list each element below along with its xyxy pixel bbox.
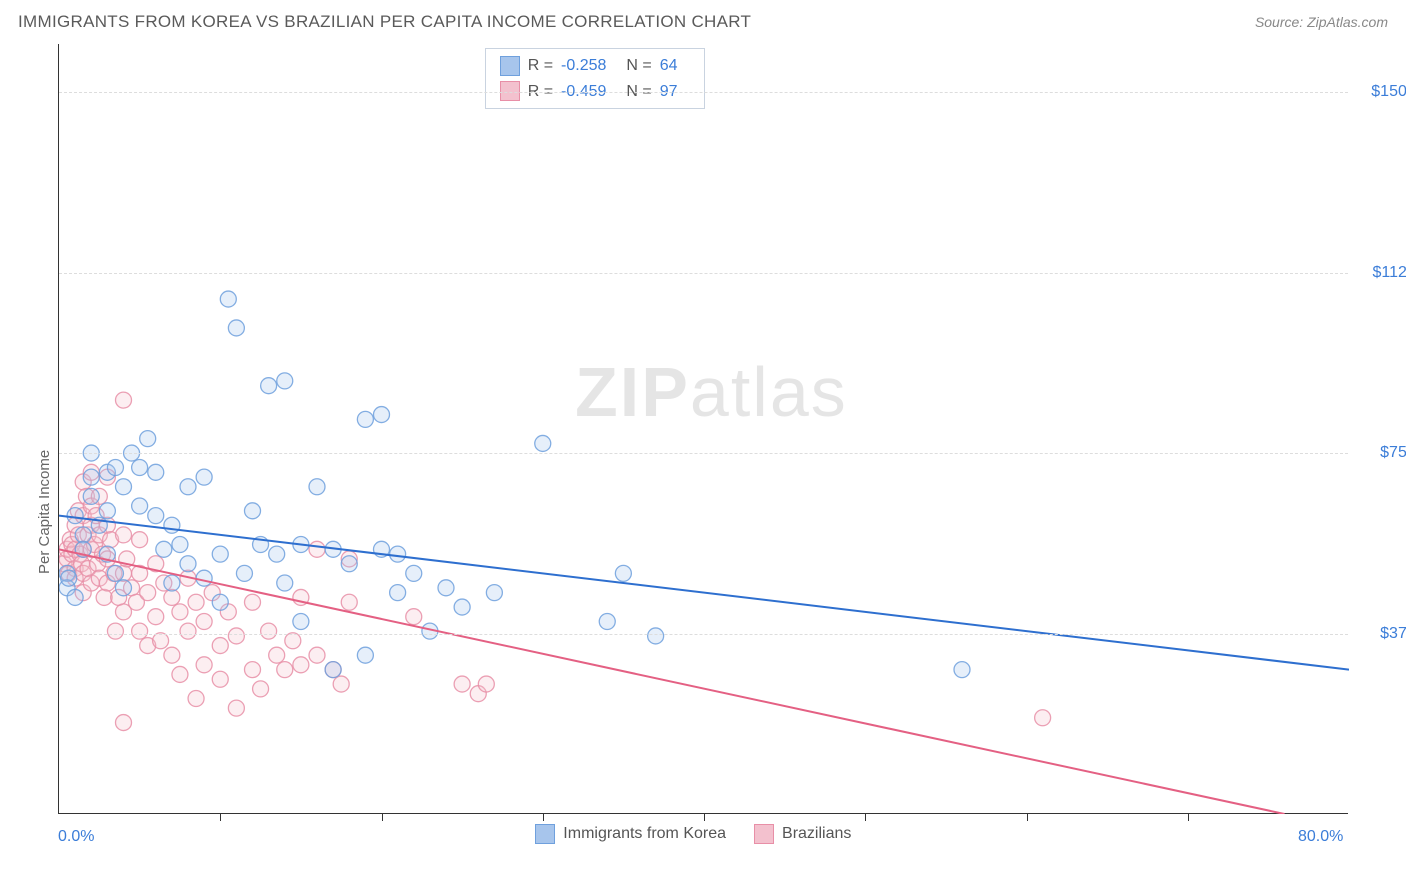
gridline-h <box>59 273 1348 274</box>
y-axis-label: Per Capita Income <box>36 450 53 574</box>
legend-label-brazilians: Brazilians <box>782 825 851 843</box>
x-axis-end-label: 80.0% <box>1298 828 1343 846</box>
legend-swatch-korea <box>500 56 520 76</box>
y-tick-label: $112,500 <box>1358 264 1406 282</box>
legend-series-box: Immigrants from Korea Brazilians <box>535 824 851 844</box>
legend-label-korea: Immigrants from Korea <box>563 825 726 843</box>
legend-r-value-korea: -0.258 <box>561 53 606 79</box>
x-tick <box>1027 813 1028 821</box>
gridline-h <box>59 634 1348 635</box>
gridline-h <box>59 92 1348 93</box>
x-tick <box>704 813 705 821</box>
x-axis-start-label: 0.0% <box>58 828 94 846</box>
legend-n-value-korea: 64 <box>660 53 678 79</box>
source-attribution: Source: ZipAtlas.com <box>1255 14 1388 30</box>
x-tick <box>543 813 544 821</box>
chart-title: IMMIGRANTS FROM KOREA VS BRAZILIAN PER C… <box>18 12 751 32</box>
plot-svg <box>59 44 1349 814</box>
legend-swatch-brazilians <box>754 824 774 844</box>
legend-swatch-korea <box>535 824 555 844</box>
legend-n-label: N = <box>626 53 651 79</box>
x-tick <box>1188 813 1189 821</box>
gridline-h <box>59 453 1348 454</box>
y-tick-label: $150,000 <box>1358 83 1406 101</box>
legend-r-label: R = <box>528 53 553 79</box>
plot-area: ZIPatlas R = -0.258 N = 64 R = -0.459 N … <box>58 44 1348 814</box>
y-tick-label: $37,500 <box>1358 625 1406 643</box>
y-tick-label: $75,000 <box>1358 444 1406 462</box>
x-tick <box>220 813 221 821</box>
x-tick <box>382 813 383 821</box>
legend-correlation-box: R = -0.258 N = 64 R = -0.459 N = 97 <box>485 48 705 109</box>
x-tick <box>865 813 866 821</box>
